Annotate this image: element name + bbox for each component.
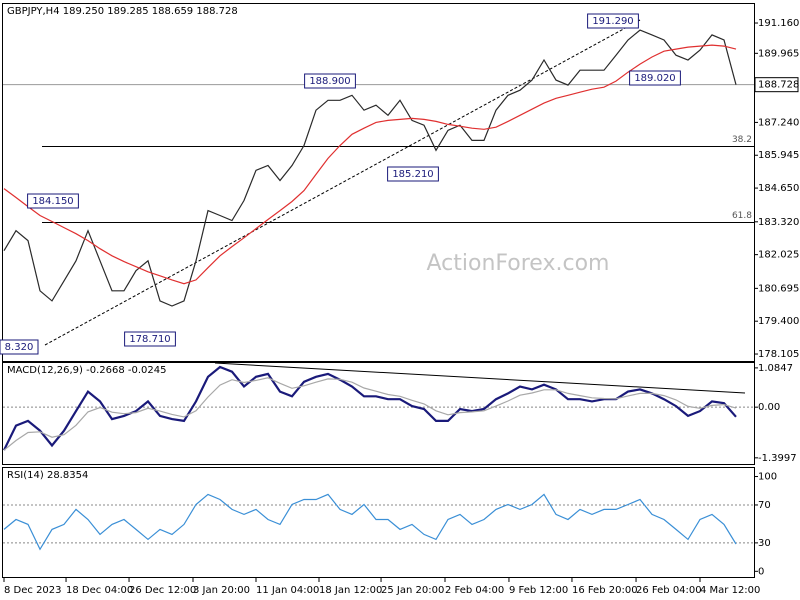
series-line	[3, 377, 737, 451]
x-tick-label: 4 Mar 12:00	[700, 585, 760, 596]
annotation: 184.150	[32, 196, 73, 207]
y-tick-label: 70	[758, 500, 771, 511]
annotation: 191.290	[592, 16, 633, 27]
y-tick-label: 183.320	[758, 217, 799, 228]
y-tick-label: 178.105	[758, 349, 799, 360]
annotation-box	[387, 166, 439, 182]
x-tick-label: 8 Dec 2023	[4, 585, 62, 596]
x-tick-label: 9 Feb 12:00	[509, 585, 568, 596]
y-tick-label: 179.400	[758, 316, 799, 327]
x-tick-label: 18 Dec 04:00	[66, 585, 133, 596]
panel-title: RSI(14) 28.8354	[7, 470, 88, 481]
y-tick-label: 191.160	[758, 18, 799, 29]
y-tick-label: 187.240	[758, 117, 799, 128]
annotation: 178.710	[129, 334, 170, 345]
series-line	[3, 29, 737, 307]
annotation-box	[587, 13, 639, 29]
y-tick-label: 189.965	[758, 48, 799, 59]
series-line	[3, 493, 737, 551]
watermark: ActionForex.com	[427, 251, 610, 276]
panel-title: GBPJPY,H4 189.250 189.285 188.659 188.72…	[7, 6, 238, 17]
y-tick-label: 182.025	[758, 250, 799, 261]
x-tick-label: 2 Feb 04:00	[445, 585, 504, 596]
annotation-box	[304, 73, 356, 89]
annotation: 8.320	[5, 342, 34, 353]
last-price-box	[754, 77, 799, 93]
y-tick-label: 0.00	[758, 402, 780, 413]
trend-line	[44, 19, 641, 346]
y-tick-label: 184.650	[758, 183, 799, 194]
annotation-box	[124, 331, 176, 347]
x-tick-label: 26 Dec 12:00	[129, 585, 196, 596]
x-tick-label: 26 Feb 04:00	[636, 585, 702, 596]
macd-panel	[2, 362, 755, 465]
fib-label: 38.2	[732, 135, 752, 145]
last-price-label: 188.728	[758, 80, 799, 91]
price-panel	[2, 3, 755, 362]
rsi-panel	[2, 467, 755, 578]
annotation: 189.020	[634, 73, 675, 84]
macd-trend-line	[214, 362, 746, 394]
annotation-box	[629, 70, 681, 86]
annotation: 185.210	[392, 169, 433, 180]
annotation-box	[27, 193, 79, 209]
x-tick-label: 18 Jan 12:00	[319, 585, 382, 596]
y-tick-label: 185.945	[758, 150, 799, 161]
series-line	[3, 44, 737, 285]
y-tick-label: 30	[758, 538, 771, 549]
annotation: 188.900	[309, 76, 350, 87]
y-tick-label: 1.0847	[758, 363, 793, 374]
panel-title: MACD(12,26,9) -0.2668 -0.0245	[7, 365, 167, 376]
annotation-box	[0, 339, 39, 355]
x-tick-label: 3 Jan 20:00	[193, 585, 250, 596]
y-tick-label: 0	[758, 566, 764, 577]
x-tick-label: 16 Feb 20:00	[572, 585, 638, 596]
y-tick-label: 100	[758, 472, 777, 483]
x-tick-label: 11 Jan 04:00	[256, 585, 319, 596]
fib-label: 61.8	[732, 211, 752, 221]
y-tick-label: 180.695	[758, 283, 799, 294]
x-tick-label: 25 Jan 20:00	[381, 585, 444, 596]
y-tick-label: -1.3997	[758, 453, 797, 464]
